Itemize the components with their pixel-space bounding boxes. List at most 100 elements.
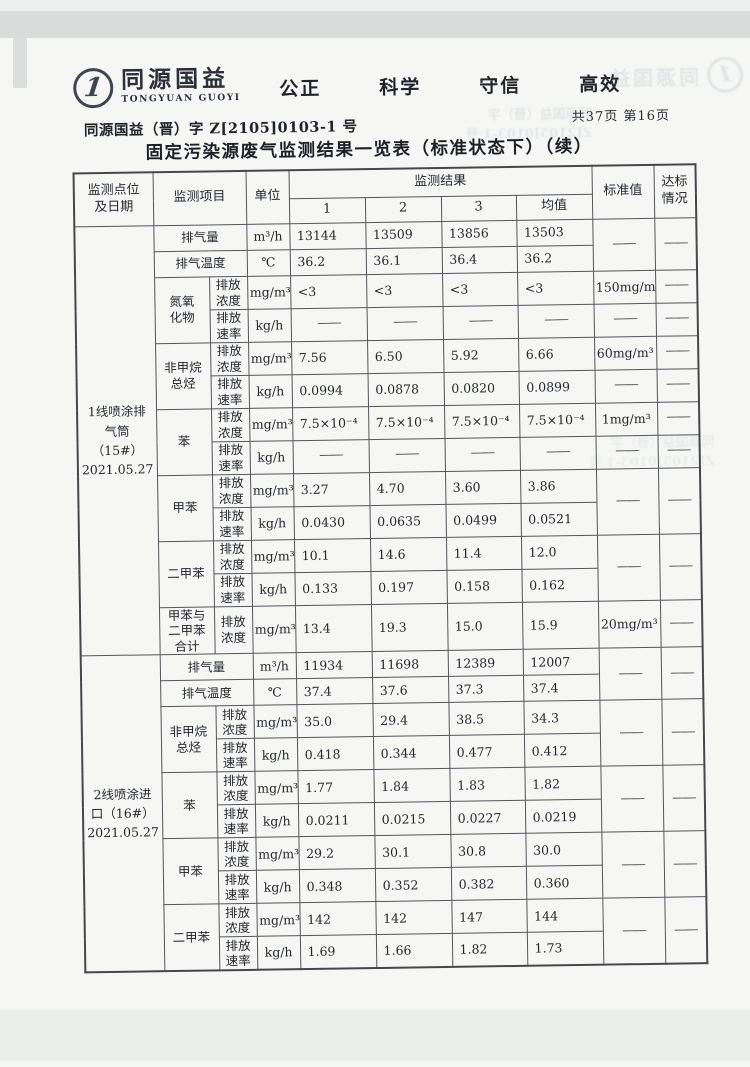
table-cell: 苯 [161,772,218,840]
table-cell: 0.0899 [518,369,596,404]
table-cell: —— [442,304,519,339]
table-cell: —— [660,647,704,700]
table-cell: 30.1 [374,834,451,869]
table-cell: 144 [526,898,603,933]
slogan-word: 守信 [479,74,522,98]
table-cell: 12007 [522,648,600,676]
table-cell: mg/m³ [250,473,294,507]
table-cell: 甲苯 [162,838,219,906]
table-cell: 2线喷涂进 口（16#） 2021.05.27 [80,655,165,973]
table-cell: 29.2 [298,835,375,871]
table-cell: 排放 速率 [211,440,251,475]
col-header-sample-3: 3 [440,194,517,221]
table-cell: 0.382 [450,866,527,901]
table-cell: —— [659,599,703,648]
table-cell: 20mg/m³ [597,599,661,649]
table-cell: kg/h [251,572,295,606]
table-cell: 38.5 [448,701,524,736]
table-cell: 排放 浓度 [210,341,249,376]
table-cell: kg/h [255,870,300,904]
table-cell: kg/h [253,738,298,772]
page-info: 共37页 第16页 [571,108,671,126]
table-cell: 37.6 [372,676,449,704]
table-cell: 0.360 [525,865,603,900]
table-cell: 11.4 [445,535,522,570]
table-cell: 12.0 [520,534,598,569]
table-cell: 36.2 [289,248,367,276]
table-cell: —— [599,699,663,767]
table-cell: 0.162 [521,567,598,602]
table-cell: 排放 速率 [210,374,250,409]
table-cell: —— [656,368,700,402]
table-cell: —— [519,435,596,470]
table-cell: 13856 [441,219,517,247]
table-cell: 0.133 [294,571,371,606]
table-cell: 0.158 [446,568,522,603]
table-cell: 二甲苯 [163,904,220,972]
table-cell: 0.344 [372,735,450,770]
table-cell: 19.3 [370,602,448,652]
table-cell: —— [661,699,705,766]
table-cell: mg/m³ [251,605,296,654]
table-cell: kg/h [249,440,294,474]
table-cell: 13144 [289,222,366,250]
table-cell: <3 [517,270,594,305]
logo-circle-icon: 1 [72,67,114,109]
table-cell: 7.56 [291,340,368,375]
table-cell: 12389 [447,649,524,677]
table-cell: 3.86 [519,468,597,503]
table-cell: 13.4 [294,604,372,654]
table-cell: 0.0499 [445,502,521,537]
table-cell: —— [598,647,662,701]
table-cell: 29.4 [372,702,449,737]
table-cell: 7.5×10⁻⁴ [368,404,445,440]
table-cell: 排放 浓度 [209,275,248,310]
table-cell: mg/m³ [256,903,300,937]
table-cell: 7.5×10⁻⁴ [519,402,596,437]
table-cell: 3.27 [293,472,370,507]
table-cell: 排气量 [153,223,247,252]
table-cell: 4.70 [369,470,446,506]
table-cell: —— [664,896,708,964]
table-cell: 排放 浓度 [212,473,251,508]
table-cell: —— [655,269,698,303]
table-cell: 15.0 [446,601,523,651]
col-header-point: 监测点位 及日期 [73,172,154,227]
brand-name-en: TONGYUAN GUOYI [121,93,241,106]
table-cell: kg/h [248,374,293,408]
bleedthrough-circle: 1 [706,56,744,94]
table-cell: mg/m³ [249,407,293,441]
table-cell: 排放 速率 [213,572,252,607]
table-cell: 0.0227 [449,800,526,835]
table-cell: —— [602,897,666,965]
table-cell: mg/m³ [255,837,299,871]
table-cell: ℃ [253,679,297,706]
bleedthrough-logo-artifact: 1 同源国益 [601,56,744,94]
table-cell: 甲苯 [157,474,213,542]
results-tbody: 1线喷涂排 气筒（15#） 2021.05.27 排气量 m³/h 13144 1350… [74,217,708,973]
table-cell: —— [600,765,664,833]
table-cell: 0.0635 [369,503,446,539]
table-cell: —— [292,439,370,474]
brand-name-cn: 同源国益 [120,65,230,94]
col-header-average: 均值 [515,193,593,220]
table-cell: 0.477 [448,734,525,769]
table-cell: 150mg/m³ [593,269,656,304]
table-cell: —— [595,434,658,469]
table-cell: 30.0 [525,832,602,867]
table-cell: kg/h [247,308,292,342]
table-cell: <3 [366,272,443,308]
table-cell: 0.352 [374,867,452,902]
table-cell: 1.66 [375,933,453,968]
table-cell: 36.4 [441,245,518,273]
table-cell: 0.418 [296,736,374,772]
table-cell: 10.1 [293,538,371,573]
table-cell: 5.92 [443,337,519,372]
table-cell: 排放 速率 [218,936,258,971]
col-header-compliance: 达标 情况 [653,164,697,218]
table-cell: —— [654,217,698,270]
table-cell: 1.82 [451,932,528,967]
table-cell: 排放 速率 [217,870,257,905]
slogan-word: 高效 [579,73,622,96]
table-cell: 15.9 [521,600,599,650]
